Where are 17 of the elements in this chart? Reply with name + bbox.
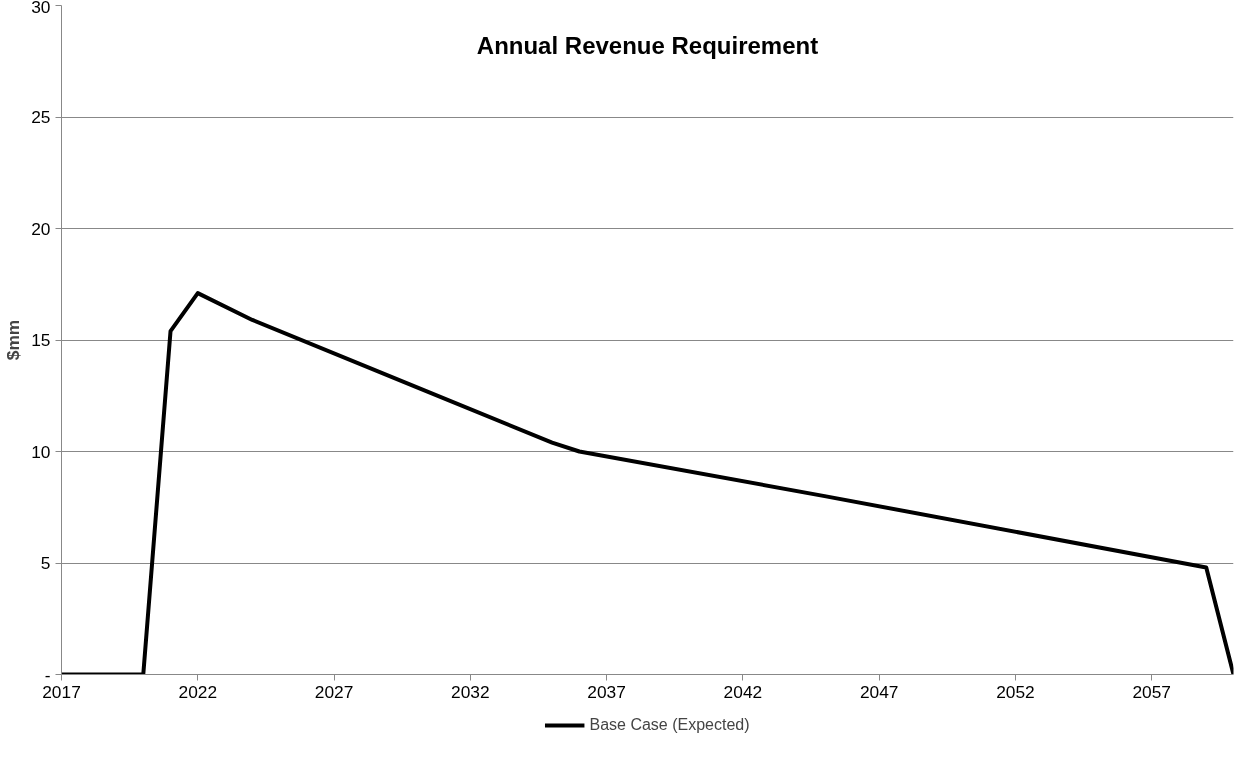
x-tick-label: 2032 <box>451 681 490 702</box>
y-tick-label: 15 <box>31 330 51 350</box>
legend-label: Base Case (Expected) <box>589 716 750 734</box>
text: Annual Revenue Requirement <box>476 32 819 60</box>
y-tick-label: 5 <box>40 553 51 573</box>
y-tick-label: 10 <box>31 441 51 462</box>
x-tick-label: 2047 <box>859 681 899 702</box>
x-tick-label: 2022 <box>178 681 218 702</box>
x-tick-label: 2057 <box>1132 681 1172 702</box>
y-tick-label: 30 <box>31 0 51 17</box>
x-tick-label: 2052 <box>996 681 1035 702</box>
x-tick-label: 2037 <box>587 681 626 702</box>
y-axis-title: $mm <box>3 319 24 361</box>
x-tick-label: 2042 <box>723 681 763 702</box>
y-tick-label: 25 <box>31 107 51 127</box>
x-tick-label: 2027 <box>314 681 354 702</box>
y-tick-label: 20 <box>31 218 51 239</box>
